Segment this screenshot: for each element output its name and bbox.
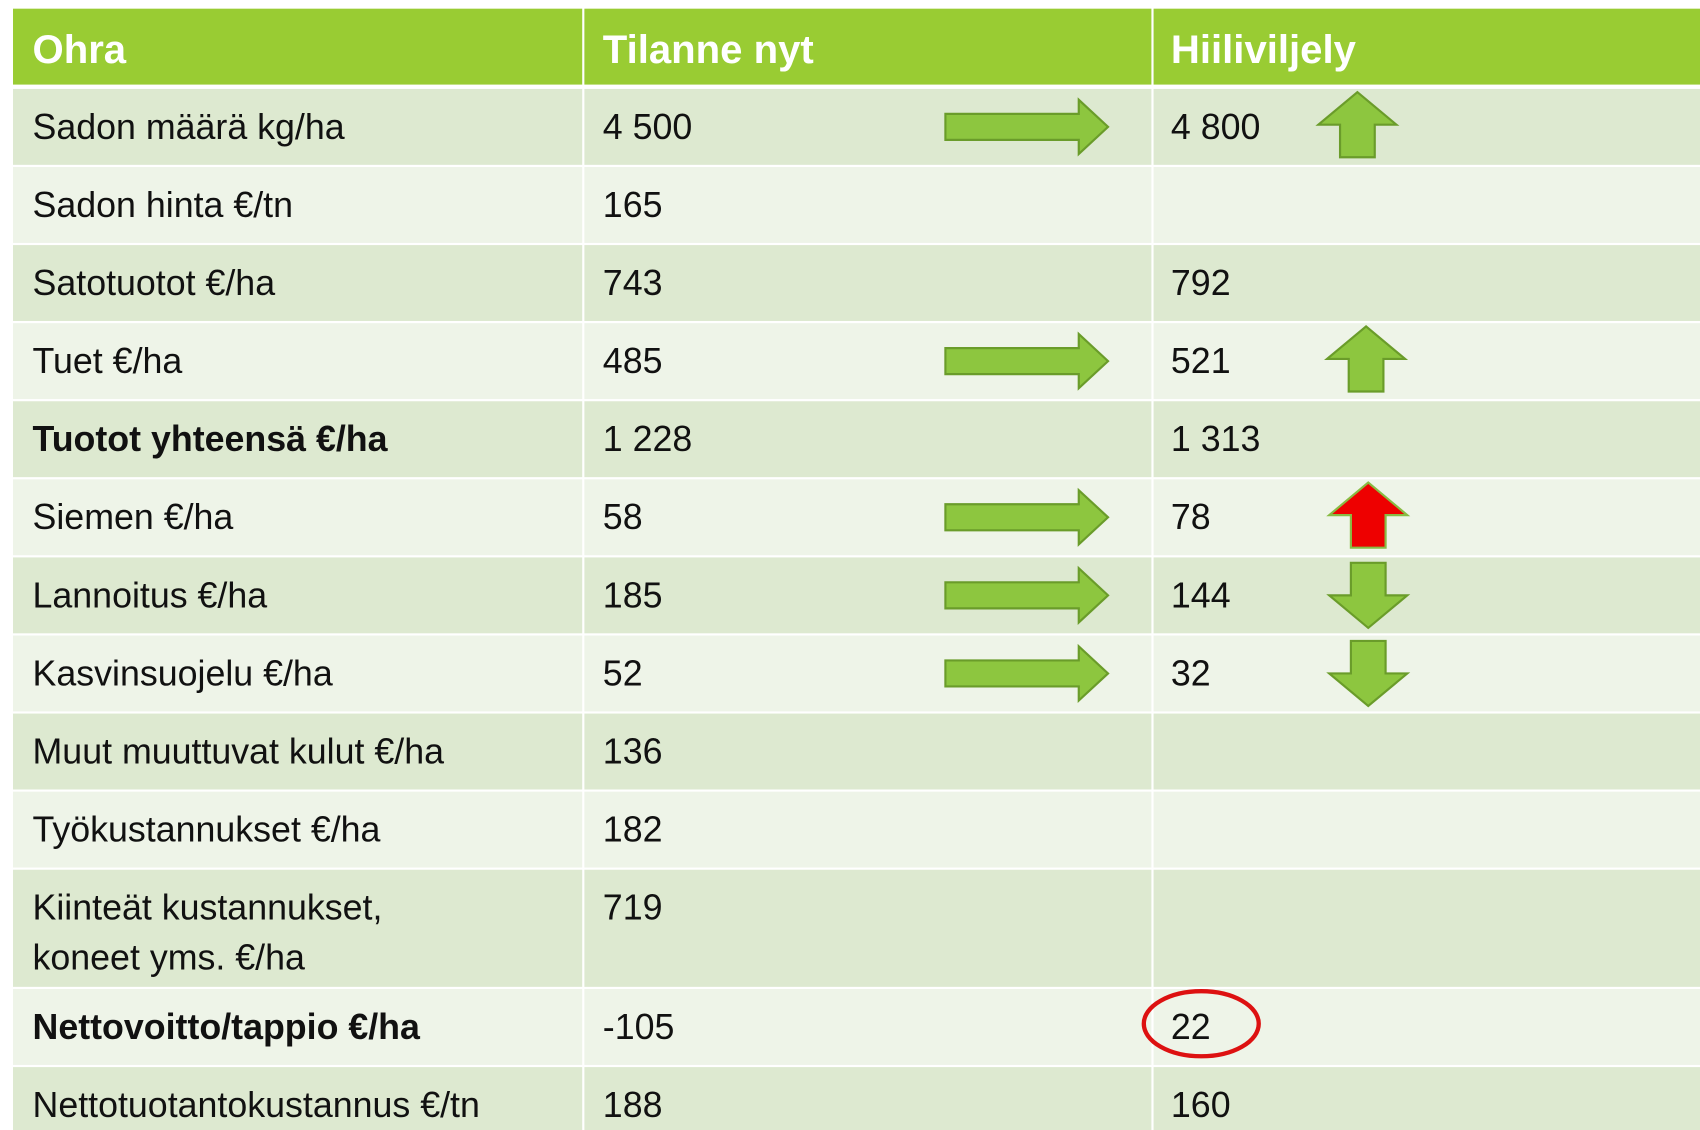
arrow-right xyxy=(944,487,1110,547)
cell xyxy=(1153,479,1700,556)
cell xyxy=(1153,713,1700,790)
cell xyxy=(13,713,583,790)
cell-text: 52 xyxy=(603,653,643,693)
arrow-up xyxy=(1326,481,1411,549)
cell-text: 743 xyxy=(603,263,663,303)
cell xyxy=(13,323,583,400)
cell-text: 188 xyxy=(603,1085,663,1125)
cell xyxy=(13,88,583,165)
cell-text: 22 xyxy=(1171,1007,1211,1047)
cell-text: Nettotuotantokustannus €/tn xyxy=(33,1085,480,1125)
header-text: Hiiliviljely xyxy=(1171,28,1357,72)
cell xyxy=(584,245,1152,321)
cell-text: Tuet €/ha xyxy=(33,341,183,381)
cell-text: 182 xyxy=(603,810,663,850)
cell xyxy=(13,479,583,556)
cell-text: 4 800 xyxy=(1171,107,1261,147)
arrow-up xyxy=(1315,90,1400,159)
cell xyxy=(584,791,1152,868)
cell-text: Sadon määrä kg/ha xyxy=(33,107,345,147)
cell xyxy=(1153,989,1700,1065)
cell-text: Kiinteät kustannukset, xyxy=(33,888,383,928)
cell xyxy=(1153,869,1700,987)
cell xyxy=(1153,245,1700,321)
cell-text: 160 xyxy=(1171,1085,1231,1125)
arrow-right xyxy=(944,565,1110,625)
cell xyxy=(584,401,1152,478)
arrow-down xyxy=(1326,561,1411,630)
cell xyxy=(584,167,1152,243)
arrow-up xyxy=(1324,325,1409,393)
cell-text: Muut muuttuvat kulut €/ha xyxy=(33,731,445,771)
cell xyxy=(1153,635,1700,712)
cell-text: 136 xyxy=(603,731,663,771)
cell-text: Työkustannukset €/ha xyxy=(33,810,381,850)
cell xyxy=(1153,167,1700,243)
cell-text: 4 500 xyxy=(603,107,693,147)
cell-text: 185 xyxy=(603,575,663,615)
cell xyxy=(13,167,583,243)
highlight-circle xyxy=(1141,989,1261,1059)
cell-text: 485 xyxy=(603,341,663,381)
cell xyxy=(1153,401,1700,478)
header-cell xyxy=(13,8,583,85)
cell xyxy=(1153,88,1700,165)
cell xyxy=(1153,323,1700,400)
cell-text: koneet yms. €/ha xyxy=(33,937,305,977)
cell xyxy=(1153,1067,1700,1130)
header-cell xyxy=(1153,8,1700,85)
header-cell xyxy=(584,8,1152,85)
cell xyxy=(13,635,583,712)
cell xyxy=(13,1067,583,1130)
header-text: Ohra xyxy=(33,28,127,72)
cell-text: 32 xyxy=(1171,653,1211,693)
cell-text: 1 228 xyxy=(603,419,693,459)
cell xyxy=(13,791,583,868)
cell-text: Lannoitus €/ha xyxy=(33,575,268,615)
cell-text: 719 xyxy=(603,888,663,928)
cell-text: Tuotot yhteensä €/ha xyxy=(33,419,389,459)
header-text: Tilanne nyt xyxy=(603,28,814,72)
cell-text: 792 xyxy=(1171,263,1231,303)
cell-text: Nettovoitto/tappio €/ha xyxy=(33,1007,422,1047)
arrow-right xyxy=(944,331,1110,391)
cell-text: -105 xyxy=(603,1007,675,1047)
cell xyxy=(584,869,1152,987)
cell-text: Siemen €/ha xyxy=(33,497,234,537)
cell xyxy=(13,401,583,478)
cell-text: Sadon hinta €/tn xyxy=(33,185,293,225)
cell xyxy=(13,557,583,634)
cell-text: 165 xyxy=(603,185,663,225)
cell-text: 58 xyxy=(603,497,643,537)
cell xyxy=(1153,557,1700,634)
cell xyxy=(584,713,1152,790)
arrow-right xyxy=(944,97,1110,157)
cell xyxy=(13,869,583,987)
cell-text: 1 313 xyxy=(1171,419,1261,459)
arrow-right xyxy=(944,643,1110,704)
cell xyxy=(13,245,583,321)
cell-text: Satotuotot €/ha xyxy=(33,263,276,303)
cell xyxy=(584,1067,1152,1130)
cell xyxy=(1153,791,1700,868)
cell-text: 78 xyxy=(1171,497,1211,537)
cell xyxy=(584,989,1152,1065)
cell-text: 521 xyxy=(1171,341,1231,381)
arrow-down xyxy=(1326,639,1411,708)
cell-text: Kasvinsuojelu €/ha xyxy=(33,653,333,693)
cell-text: 144 xyxy=(1171,575,1231,615)
cell xyxy=(13,989,583,1065)
